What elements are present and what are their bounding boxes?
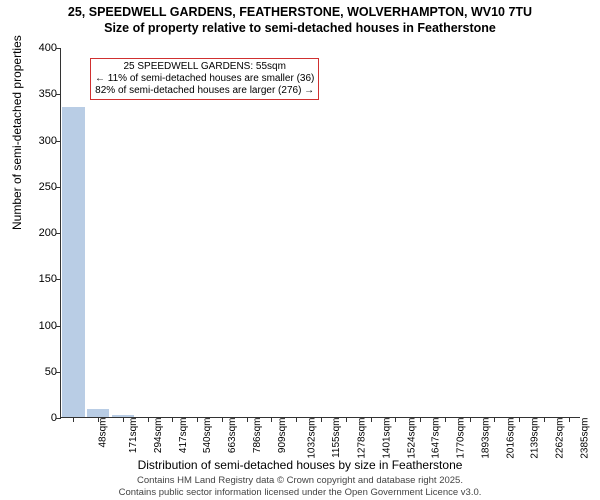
x-tick-label: 540sqm xyxy=(203,418,214,454)
x-tick-label: 2385sqm xyxy=(579,418,590,459)
y-axis-label: Number of semi-detached properties xyxy=(10,35,24,230)
x-tick-label: 2016sqm xyxy=(505,418,516,459)
x-tick-mark xyxy=(420,417,421,422)
y-tick-mark xyxy=(56,187,61,188)
chart-title: 25, SPEEDWELL GARDENS, FEATHERSTONE, WOL… xyxy=(0,0,600,37)
x-tick-label: 1155sqm xyxy=(331,418,342,458)
x-tick-mark xyxy=(247,417,248,422)
x-tick-mark xyxy=(569,417,570,422)
plot-region: 05010015020025030035040048sqm171sqm294sq… xyxy=(60,48,580,418)
annotation-box: 25 SPEEDWELL GARDENS: 55sqm ← 11% of sem… xyxy=(90,58,319,100)
x-tick-label: 48sqm xyxy=(98,418,109,448)
y-tick-label: 150 xyxy=(19,273,57,285)
title-line2: Size of property relative to semi-detach… xyxy=(0,20,600,36)
y-tick-label: 0 xyxy=(19,412,57,424)
x-tick-mark xyxy=(346,417,347,422)
x-axis-label: Distribution of semi-detached houses by … xyxy=(0,458,600,472)
x-tick-mark xyxy=(123,417,124,422)
chart-area: 05010015020025030035040048sqm171sqm294sq… xyxy=(60,48,580,418)
bar xyxy=(62,107,84,417)
x-tick-label: 1032sqm xyxy=(307,418,318,459)
x-tick-label: 1278sqm xyxy=(357,418,368,459)
x-tick-mark xyxy=(197,417,198,422)
x-tick-mark xyxy=(73,417,74,422)
y-tick-mark xyxy=(56,94,61,95)
annotation-line1: 25 SPEEDWELL GARDENS: 55sqm xyxy=(95,61,314,73)
y-tick-mark xyxy=(56,48,61,49)
footer-attribution: Contains HM Land Registry data © Crown c… xyxy=(0,475,600,498)
x-tick-mark xyxy=(148,417,149,422)
x-tick-mark xyxy=(296,417,297,422)
x-tick-mark xyxy=(470,417,471,422)
y-tick-mark xyxy=(56,141,61,142)
y-tick-label: 100 xyxy=(19,320,57,332)
x-tick-mark xyxy=(395,417,396,422)
y-tick-mark xyxy=(56,372,61,373)
x-tick-label: 2139sqm xyxy=(530,418,541,459)
x-tick-label: 663sqm xyxy=(227,418,238,454)
x-tick-mark xyxy=(445,417,446,422)
x-tick-mark xyxy=(371,417,372,422)
x-tick-label: 1770sqm xyxy=(456,418,467,459)
x-tick-mark xyxy=(222,417,223,422)
footer-line1: Contains HM Land Registry data © Crown c… xyxy=(0,475,600,486)
title-line1: 25, SPEEDWELL GARDENS, FEATHERSTONE, WOL… xyxy=(0,4,600,20)
y-tick-mark xyxy=(56,418,61,419)
x-tick-label: 786sqm xyxy=(252,418,263,454)
y-tick-label: 300 xyxy=(19,135,57,147)
annotation-line2: ← 11% of semi-detached houses are smalle… xyxy=(95,73,314,85)
y-tick-label: 400 xyxy=(19,42,57,54)
x-tick-mark xyxy=(271,417,272,422)
x-tick-mark xyxy=(172,417,173,422)
x-tick-label: 2262sqm xyxy=(555,418,566,459)
bar xyxy=(112,415,134,417)
x-tick-mark xyxy=(544,417,545,422)
y-tick-label: 250 xyxy=(19,181,57,193)
y-tick-mark xyxy=(56,279,61,280)
x-tick-label: 1401sqm xyxy=(381,418,392,459)
x-tick-label: 1893sqm xyxy=(480,418,491,459)
y-tick-label: 50 xyxy=(19,366,57,378)
annotation-line3: 82% of semi-detached houses are larger (… xyxy=(95,85,314,97)
x-tick-label: 294sqm xyxy=(153,418,164,454)
x-tick-label: 171sqm xyxy=(128,418,139,454)
x-tick-mark xyxy=(494,417,495,422)
x-tick-mark xyxy=(98,417,99,422)
x-tick-label: 909sqm xyxy=(277,418,288,454)
y-tick-mark xyxy=(56,233,61,234)
y-tick-label: 200 xyxy=(19,227,57,239)
x-tick-label: 417sqm xyxy=(178,418,189,454)
bar xyxy=(87,409,109,417)
x-tick-mark xyxy=(321,417,322,422)
x-tick-mark xyxy=(519,417,520,422)
y-tick-label: 350 xyxy=(19,88,57,100)
x-tick-label: 1647sqm xyxy=(431,418,442,459)
x-tick-label: 1524sqm xyxy=(406,418,417,459)
y-tick-mark xyxy=(56,326,61,327)
footer-line2: Contains public sector information licen… xyxy=(0,487,600,498)
